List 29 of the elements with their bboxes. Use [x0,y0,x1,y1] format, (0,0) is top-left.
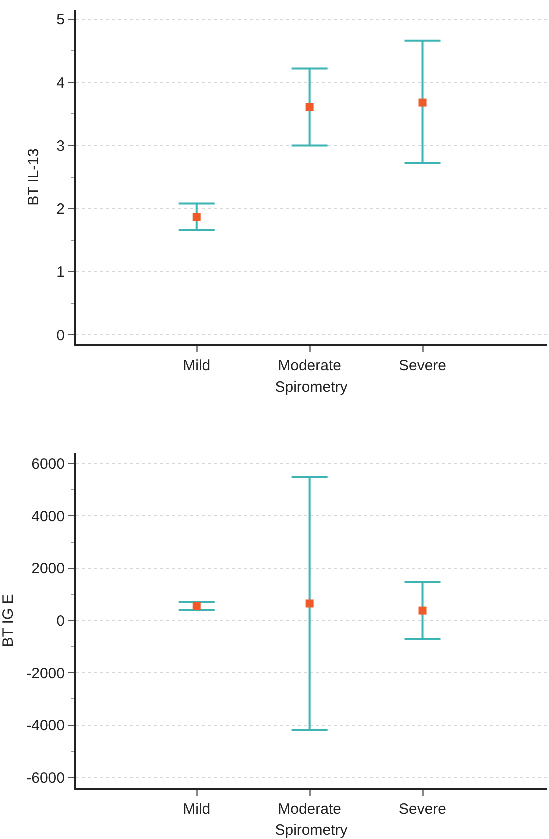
point [192,602,201,610]
x-tick-label: Moderate [278,801,342,818]
point [306,103,314,112]
point [418,98,427,107]
y-tick-label: -4000 [26,718,65,735]
x-axis-title: Spirometry [275,822,348,839]
y-tick-label: -6000 [26,770,65,787]
y-tick-label: 4000 [32,508,65,526]
y-tick-label: 2 [56,201,65,218]
y-tick-label: 1 [56,264,65,282]
y-tick-label: -2000 [26,665,65,682]
x-tick-label: Mild [183,358,211,375]
x-tick-label: Mild [183,801,211,818]
point [306,600,314,608]
y-tick-label: 4 [56,74,65,92]
y-axis-title: BT IL-13 [25,148,42,206]
x-tick-label: Moderate [278,358,342,375]
y-tick-label: 6000 [32,456,65,474]
point [418,606,427,615]
y-tick-label: 2000 [32,560,65,578]
y-tick-label: 3 [56,138,65,155]
x-axis-title: Spirometry [275,379,348,396]
y-tick-label: 0 [56,327,65,344]
y-tick-label: 0 [56,612,65,630]
x-tick-label: Severe [398,801,447,818]
point [192,213,201,222]
x-tick-label: Severe [398,358,447,375]
y-axis-title: BT IG E [0,594,17,648]
y-tick-label: 5 [56,12,65,29]
